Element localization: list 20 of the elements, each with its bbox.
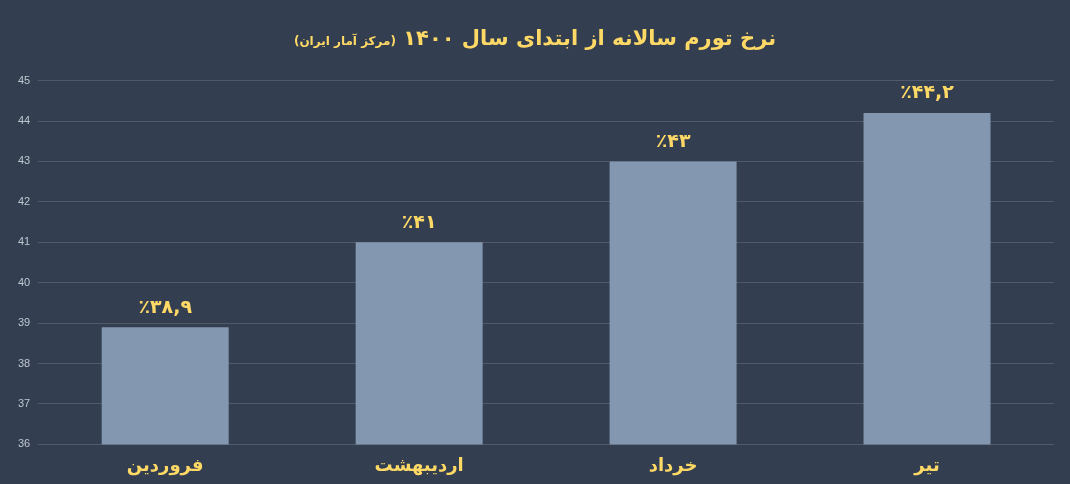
y-tick-label: 44 <box>17 114 31 127</box>
chart-subtitle: (مرکز آمار ایران) <box>293 34 396 48</box>
y-tick-label: 45 <box>17 73 31 86</box>
data-label: ٪۳۸,۹ <box>138 294 193 317</box>
y-tick-label: 43 <box>17 154 31 167</box>
x-tick-label: خرداد <box>648 453 698 476</box>
y-tick-label: 41 <box>17 235 31 248</box>
y-tick-label: 37 <box>17 397 31 410</box>
y-tick-label: 42 <box>17 194 31 207</box>
y-tick-label: 40 <box>17 275 31 288</box>
data-label: ٪۴۱ <box>401 209 437 232</box>
x-tick-label: فروردین <box>126 453 204 476</box>
data-label: ٪۴۴,۲ <box>900 80 955 103</box>
x-tick-label: تیر <box>913 453 940 476</box>
x-tick-label: اردیبهشت <box>374 453 464 476</box>
y-tick-label: 38 <box>17 356 31 369</box>
data-label: ٪۴۳ <box>655 128 691 151</box>
chart-title: نرخ تورم سالانه از ابتدای سال ۱۴۰۰ <box>403 26 777 50</box>
y-tick-label: 36 <box>17 437 31 450</box>
y-tick-label: 39 <box>17 316 31 329</box>
